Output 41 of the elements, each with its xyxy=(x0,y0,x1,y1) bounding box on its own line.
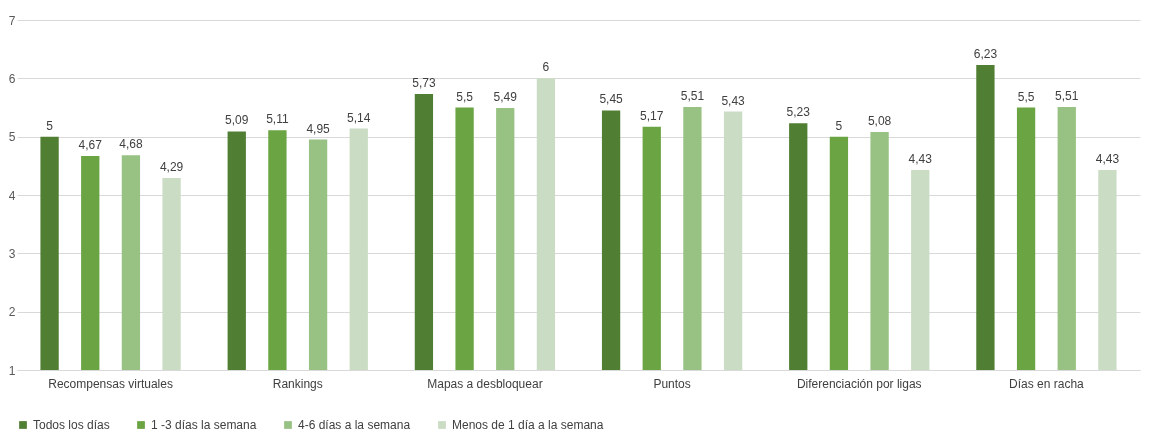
y-tick-label: 3 xyxy=(8,246,16,261)
y-tick-label: 2 xyxy=(8,305,16,320)
y-tick-label: 1 xyxy=(8,363,16,378)
data-label: 5,51 xyxy=(1055,88,1079,103)
x-tick-label: Mapas a desbloquear xyxy=(427,376,543,391)
data-label: 5,23 xyxy=(786,105,811,120)
data-label: 5,5 xyxy=(456,89,474,104)
legend-label: Todos los días xyxy=(33,418,110,432)
data-label: 5,45 xyxy=(599,92,624,107)
y-tick-label: 4 xyxy=(8,188,16,203)
data-label: 5 xyxy=(46,118,54,133)
data-label: 5,11 xyxy=(266,112,289,127)
y-tick-label: 7 xyxy=(8,13,16,28)
data-label: 5,5 xyxy=(1017,89,1035,104)
data-label: 4,29 xyxy=(159,160,184,175)
x-tick-label: Días en racha xyxy=(1009,376,1085,391)
data-label: 5,73 xyxy=(412,76,436,91)
data-label: 5,51 xyxy=(680,88,705,103)
data-label: 5,14 xyxy=(347,110,371,125)
data-label: 4,95 xyxy=(306,121,331,136)
x-tick-label: Puntos xyxy=(653,376,691,391)
data-label: 5,08 xyxy=(867,114,892,128)
data-label: 5,17 xyxy=(640,108,664,123)
x-tick-label: Diferenciación por ligas xyxy=(796,376,922,391)
y-tick-label: 5 xyxy=(8,130,16,145)
x-tick-label: Recompensas virtuales xyxy=(48,376,173,391)
data-label: 6,23 xyxy=(973,46,998,61)
data-label: 4,67 xyxy=(78,137,103,152)
data-label: 5 xyxy=(835,118,843,133)
x-tick-label: Rankings xyxy=(272,376,323,391)
legend-label: Menos de 1 día a la semana xyxy=(452,418,604,432)
data-label: 4,43 xyxy=(1095,151,1120,166)
data-label: 5,09 xyxy=(225,113,249,128)
data-label: 4,68 xyxy=(119,137,143,152)
legend-label: 4-6 días a la semana xyxy=(298,418,411,432)
data-label: 6 xyxy=(542,60,550,75)
data-label: 5,49 xyxy=(493,90,518,105)
y-tick-label: 6 xyxy=(8,71,16,86)
legend-label: 1 -3 días la semana xyxy=(151,418,257,432)
data-label: 5,43 xyxy=(721,93,746,108)
data-label: 4,43 xyxy=(908,151,933,166)
